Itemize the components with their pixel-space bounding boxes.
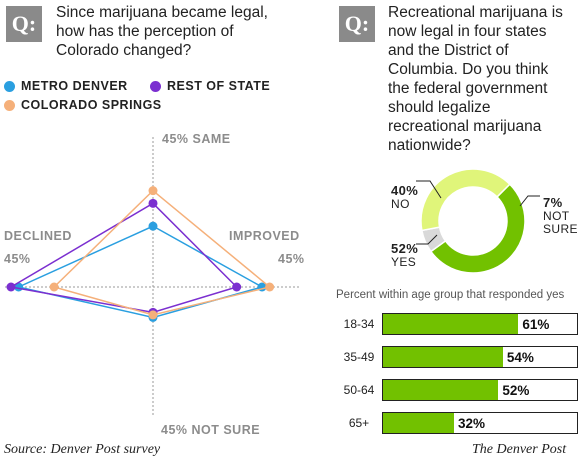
data-point-rest-of-state-improved [232,282,242,292]
source-text: Source: Denver Post survey [4,442,161,457]
donut-label-yes: 52% YES [391,242,418,269]
donut-value-no: 40% [391,183,419,198]
legend-dot-icon [4,99,15,111]
donut-label-not-sure: 7% NOT SURE [543,196,585,236]
question-right-line: and the District of [388,42,509,59]
axis-label-same: 45% SAME [162,132,231,146]
bar-value-label: 32% [458,415,486,431]
bar-row: 18-34 61% [336,313,578,335]
question-left: Since marijuana became legal, how has th… [56,3,296,60]
axis-label-not-sure: 45% NOT SURE [161,423,261,437]
question-right-line: recreational marijuana [388,118,542,135]
axis-label-declined-max: 45% [4,252,31,266]
radar-series [6,186,275,322]
legend-dot-icon [150,80,161,92]
series-line-metro-denver [16,225,264,319]
donut-name-not-sure: NOT SURE [543,209,578,236]
bar-track: 61% [382,313,578,335]
data-point-rest-of-state-same [148,198,158,208]
bar-fill [383,413,455,433]
legend-label: REST OF STATE [167,79,271,93]
donut-value-not-sure: 7% [543,195,563,210]
data-point-rest-of-state-declined [6,282,16,292]
bar-row: 50-64 52% [336,379,578,401]
bar-track: 54% [382,346,578,368]
donut-slice-yes [429,183,526,274]
donut-chart [420,168,526,274]
data-point-colorado-springs-improved [265,282,275,292]
bar-track: 52% [382,379,578,401]
question-right-line: Recreational marijuana is [388,4,563,21]
donut-name-yes: YES [391,255,417,269]
question-left-line: how has the perception of [56,23,234,40]
bar-fill [383,314,519,334]
question-right: Recreational marijuana is now legal in f… [388,3,583,155]
bar-row: 65+ 32% [336,412,578,434]
legend-item-colorado-springs: COLORADO SPRINGS [4,98,162,112]
question-right-line: now legal in four states [388,23,547,40]
legend-label: COLORADO SPRINGS [21,98,162,112]
donut-label-no: 40% NO [391,184,418,211]
bar-fill [383,380,499,400]
axis-label-declined: DECLINED [4,229,72,243]
question-left-line: Since marijuana became legal, [56,4,268,21]
series-line-colorado-springs [52,189,272,316]
bar-category-label: 35-49 [343,350,375,364]
donut-name-no: NO [391,197,410,211]
question-right-line: should legalize [388,99,491,116]
legend-item-metro-denver: METRO DENVER [4,79,128,93]
bar-track: 32% [382,412,578,434]
question-left-line: Colorado changed? [56,42,192,59]
question-right-line: nationwide? [388,137,471,154]
data-point-colorado-springs-not-sure [148,310,158,320]
legend-item-rest-of-state: REST OF STATE [150,79,270,93]
bar-value-label: 54% [506,349,534,365]
bar-fill [383,347,503,367]
axis-label-improved: IMPROVED [229,229,300,243]
data-point-colorado-springs-same [148,186,158,196]
question-right-line: the federal government [388,80,548,97]
bar-value-label: 61% [522,316,550,332]
credit-text: The Denver Post [472,442,567,457]
bar-caption: Percent within age group that responded … [336,289,565,301]
legend-dot-icon [4,80,15,92]
question-right-line: Columbia. Do you think [388,61,549,78]
bar-category-label: 50-64 [343,383,375,397]
q-badge-right: Q: [339,6,375,42]
radar-chart [5,137,301,417]
donut-value-yes: 52% [391,241,419,256]
q-badge-left: Q: [6,6,42,42]
bar-value-label: 52% [502,382,530,398]
axis-label-improved-max: 45% [278,252,305,266]
donut-slice-no [420,168,511,232]
bar-category-label: 65+ [348,416,370,430]
bar-category-label: 18-34 [343,317,375,331]
legend-label: METRO DENVER [21,79,128,93]
bar-row: 35-49 54% [336,346,578,368]
data-point-metro-denver-same [148,221,158,231]
data-point-colorado-springs-declined [49,282,59,292]
